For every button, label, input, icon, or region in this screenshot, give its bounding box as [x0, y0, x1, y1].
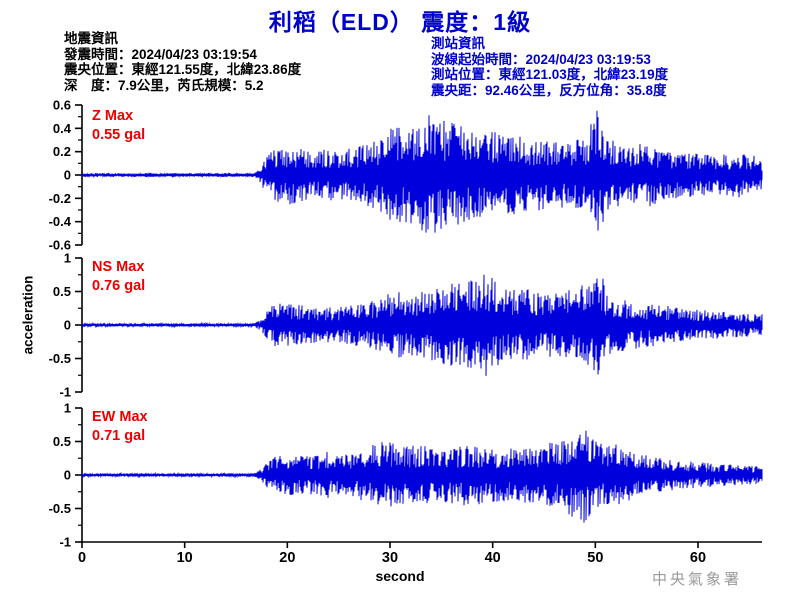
z-max-value: 0.55 gal [92, 127, 146, 143]
svg-text:-1: -1 [59, 535, 71, 550]
station-info-heading: 測站資訊 [431, 36, 485, 51]
event-info-heading: 地震資訊 [64, 31, 118, 46]
svg-text:-0.6: -0.6 [49, 238, 71, 253]
svg-text:0.2: 0.2 [53, 144, 71, 159]
ns-max-label: NS Max [92, 259, 145, 275]
trace-ew [81, 430, 763, 523]
event-info-epicenter: 震央位置：東經121.55度，北緯23.86度 [64, 62, 302, 77]
svg-text:10: 10 [177, 550, 193, 566]
ew-max-annotation: EW Max 0.71 gal [92, 408, 148, 446]
svg-text:50: 50 [587, 550, 603, 566]
page-title: 利稻（ELD） 震度：1級 [268, 9, 532, 35]
svg-text:40: 40 [485, 550, 501, 566]
svg-text:0.4: 0.4 [53, 121, 72, 136]
agency-logo: 中央氣象署 [652, 572, 743, 588]
svg-text:60: 60 [690, 550, 706, 566]
svg-text:0: 0 [64, 318, 71, 333]
svg-text:0.6: 0.6 [53, 98, 71, 113]
ew-max-value: 0.71 gal [92, 428, 146, 444]
svg-text:-1: -1 [59, 385, 71, 400]
x-axis-label: second [375, 568, 425, 584]
svg-text:1: 1 [64, 251, 71, 266]
station-info-wave-start: 波線起始時間：2024/04/23 03:19:53 [431, 51, 651, 67]
trace-ns [81, 274, 763, 376]
svg-text:0.5: 0.5 [53, 434, 71, 449]
svg-text:0.5: 0.5 [53, 284, 71, 299]
svg-text:-0.2: -0.2 [49, 191, 71, 206]
event-info-depth-magnitude: 深 度：7.9公里，芮氏規模：5.2 [64, 77, 264, 93]
event-info-block: 地震資訊 發震時間：2024/04/23 03:19:54 震央位置：東經121… [64, 31, 301, 93]
ew-max-label: EW Max [92, 409, 148, 425]
event-info-origin-time: 發震時間：2024/04/23 03:19:54 [64, 46, 257, 62]
z-max-label: Z Max [92, 108, 134, 124]
ns-max-annotation: NS Max 0.76 gal [92, 258, 145, 296]
ns-max-value: 0.76 gal [92, 278, 146, 294]
svg-text:0: 0 [64, 168, 71, 183]
y-axis-label: acceleration [20, 275, 36, 355]
trace-z [81, 110, 763, 233]
station-info-distance-azimuth: 震央距：92.46公里，反方位角：35.8度 [431, 82, 667, 98]
svg-text:0: 0 [64, 468, 71, 483]
svg-text:-0.5: -0.5 [49, 501, 71, 516]
svg-text:-0.4: -0.4 [49, 214, 72, 229]
svg-text:-0.5: -0.5 [49, 351, 71, 366]
station-info-location: 測站位置：東經121.03度，北緯23.19度 [431, 67, 669, 82]
svg-text:30: 30 [382, 550, 398, 566]
svg-text:1: 1 [64, 401, 71, 416]
z-max-annotation: Z Max 0.55 gal [92, 107, 145, 145]
station-info-block: 測站資訊 波線起始時間：2024/04/23 03:19:53 測站位置：東經1… [431, 36, 668, 98]
svg-text:20: 20 [279, 550, 295, 566]
svg-text:0: 0 [78, 550, 86, 566]
